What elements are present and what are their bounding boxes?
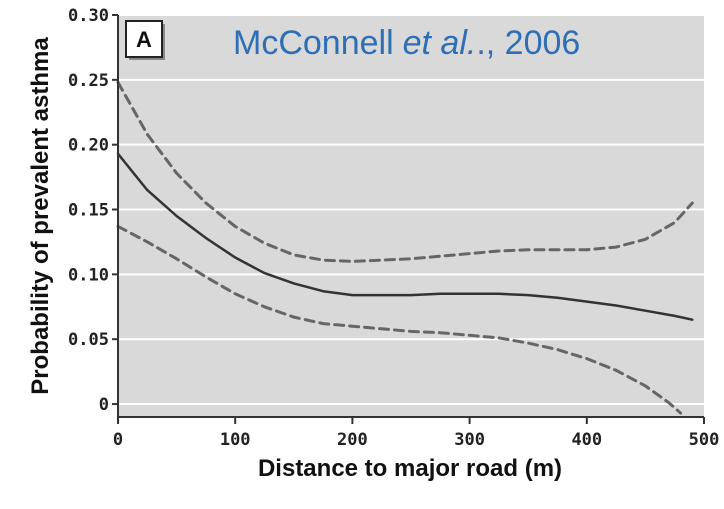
x-tick-label-0: 0 [113, 430, 123, 450]
y-tick-label-1: 0.05 [68, 330, 109, 350]
y-axis-title: Probability of prevalent asthma [27, 37, 54, 395]
panel-label-box: A [125, 20, 165, 60]
x-tick-label-1: 100 [220, 430, 251, 450]
citation-year: ., 2006 [476, 24, 580, 62]
confidence-band-line-2 [116, 224, 683, 415]
x-tick-label-3: 300 [454, 430, 485, 450]
y-tick-label-4: 0.20 [68, 136, 109, 156]
y-tick-label-3: 0.15 [68, 201, 109, 221]
grid-lines [118, 14, 704, 406]
estimate-line [116, 152, 694, 321]
x-axis-title: Distance to major road (m) [258, 455, 562, 482]
y-tick-label-6: 0.30 [68, 6, 109, 26]
x-tick-label-5: 500 [689, 430, 720, 450]
plot-area [118, 15, 704, 417]
y-tick-label-2: 0.10 [68, 265, 109, 285]
y-tick-label-5: 0.25 [68, 71, 109, 91]
y-tick-label-0: 0 [99, 395, 109, 415]
series-layer [116, 80, 694, 415]
x-tick-label-2: 200 [337, 430, 368, 450]
citation: McConnell et al.., 2006 [233, 24, 580, 62]
citation-author: McConnell [233, 24, 394, 62]
panel-label: A [136, 27, 152, 52]
x-tick-label-4: 400 [571, 430, 602, 450]
tick-layer: 0 100 200 300 400 500 0 0.05 0.10 0.15 0.20 0.25 0.3… [68, 6, 719, 450]
citation-etal: et al. [403, 24, 477, 62]
